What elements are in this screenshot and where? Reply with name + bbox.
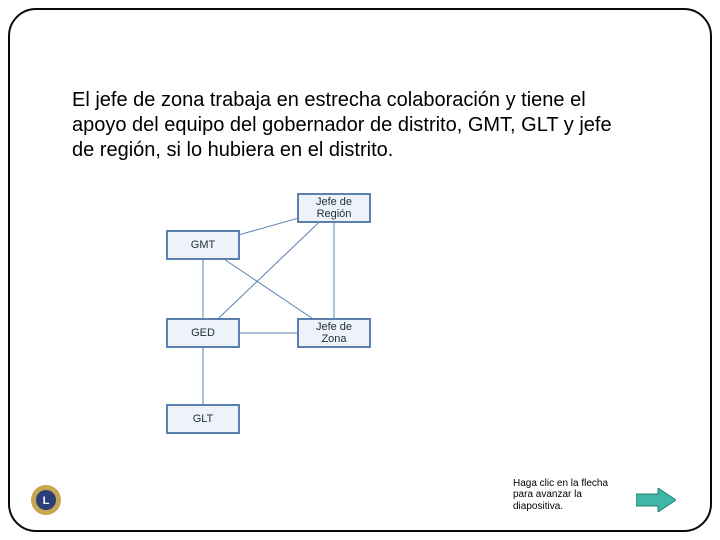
footer-note: Haga clic en la flecha para avanzar la d… <box>513 478 628 513</box>
lions-logo-icon: L <box>30 484 62 516</box>
diagram-node-glt: GLT <box>166 404 240 434</box>
diagram-node-gmt: GMT <box>166 230 240 260</box>
slide-frame <box>8 8 712 532</box>
diagram-node-region: Jefe de Región <box>297 193 371 223</box>
body-text: El jefe de zona trabaja en estrecha cola… <box>72 88 632 163</box>
diagram-node-zona: Jefe de Zona <box>297 318 371 348</box>
next-arrow-icon[interactable] <box>636 488 676 512</box>
svg-text:L: L <box>43 495 50 507</box>
slide: El jefe de zona trabaja en estrecha cola… <box>0 0 720 540</box>
diagram-node-ged: GED <box>166 318 240 348</box>
